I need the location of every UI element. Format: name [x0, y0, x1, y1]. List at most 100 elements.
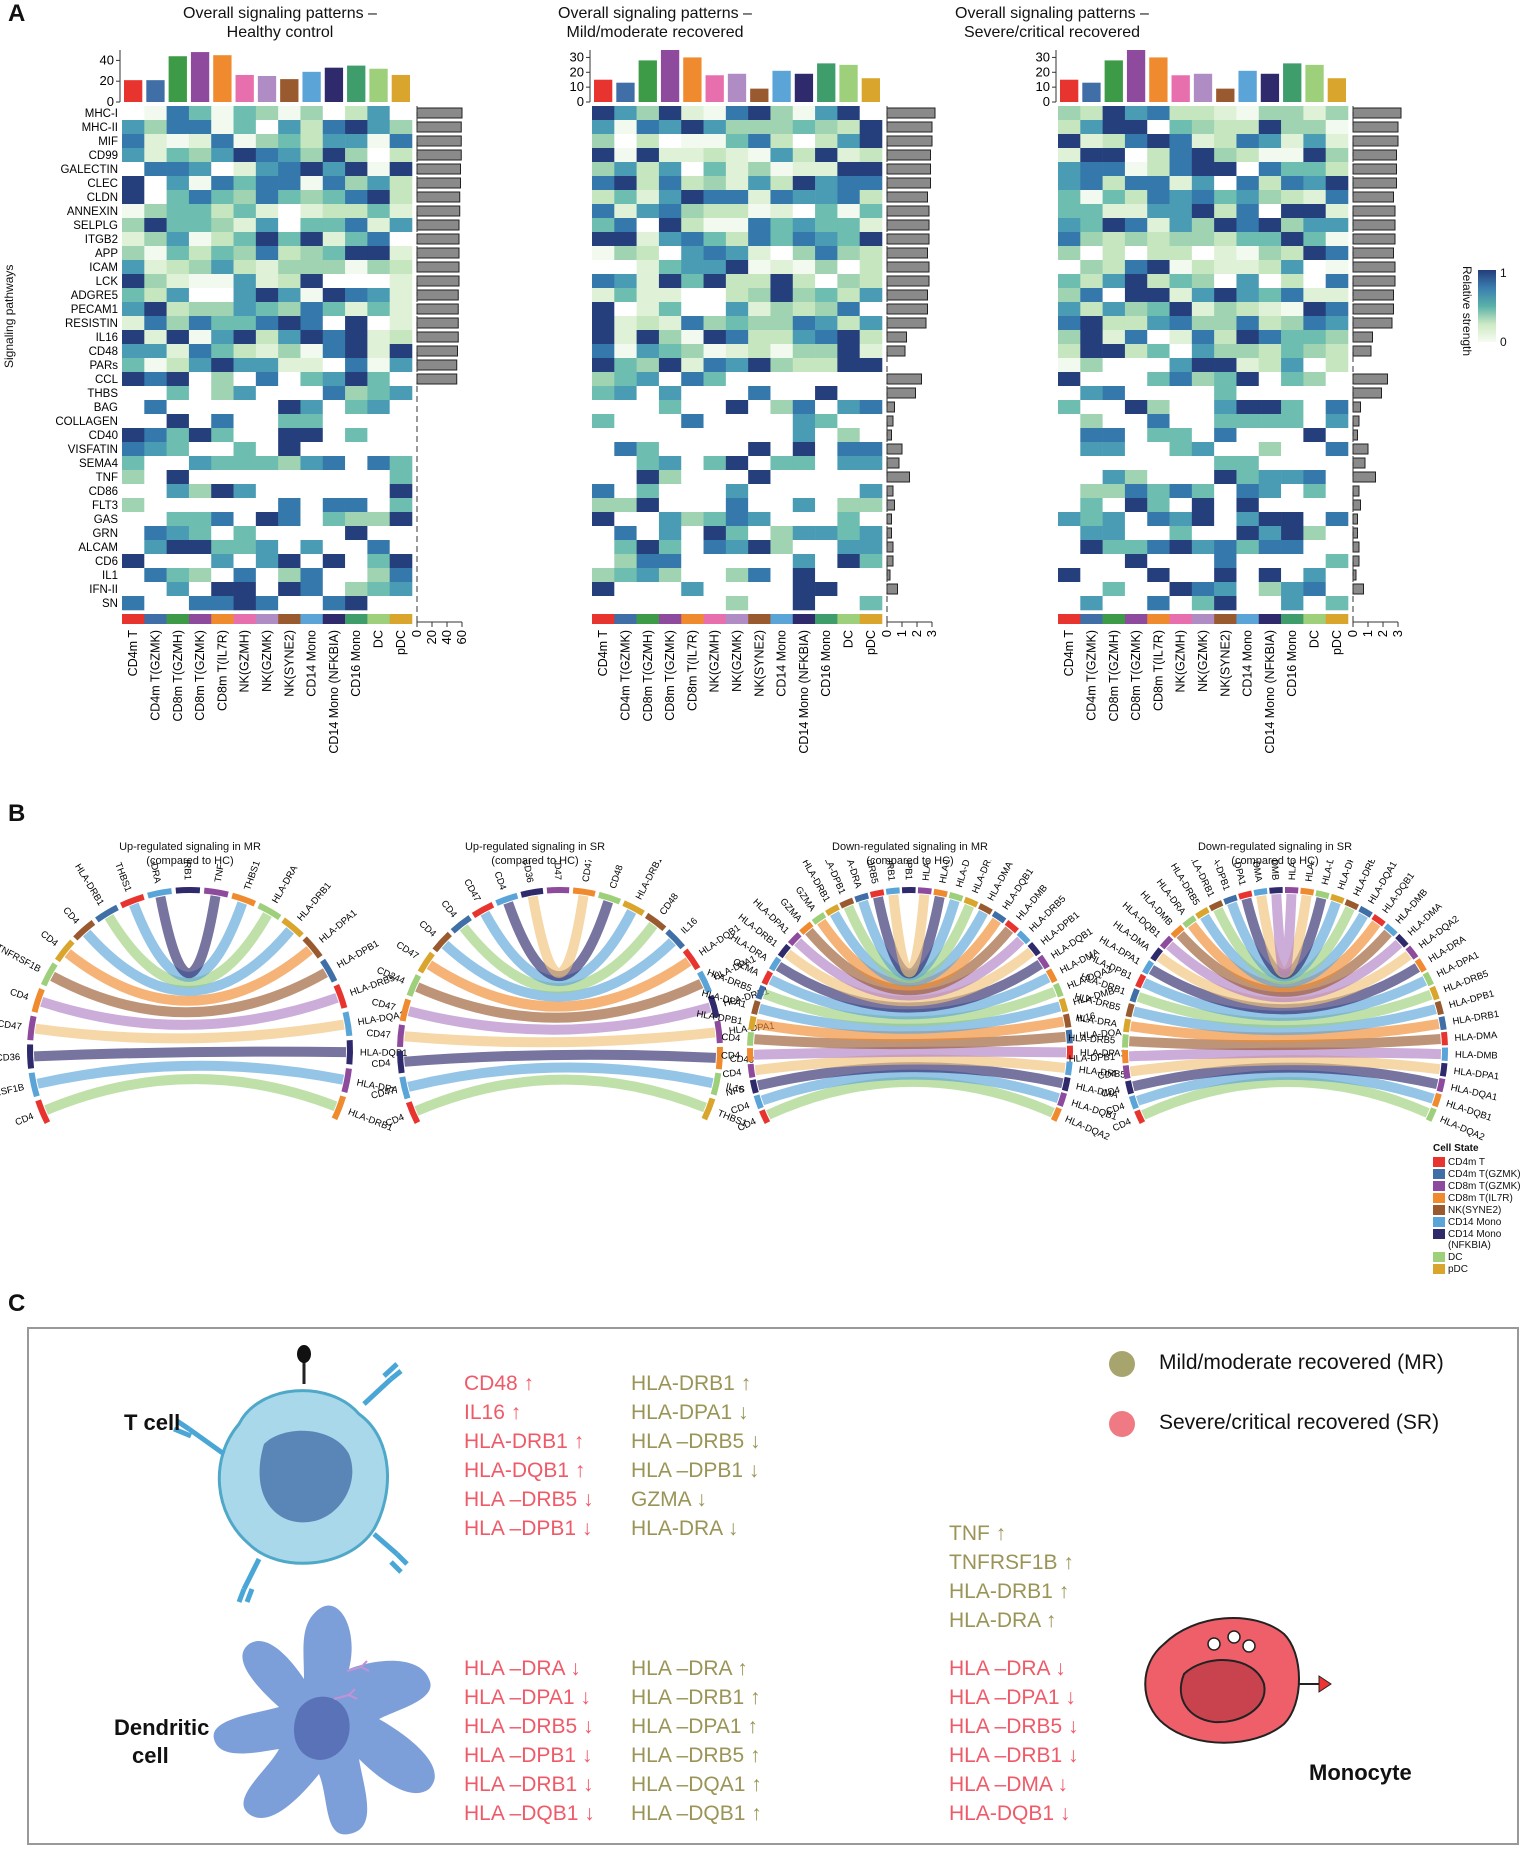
heat-cell [166, 484, 190, 499]
heat-cell [1147, 232, 1170, 247]
heat-cell [1325, 288, 1349, 303]
bar-tick-label: 60 [454, 630, 469, 644]
heat-cell [122, 428, 145, 443]
heat-cell [1124, 442, 1148, 457]
heat-cell [725, 344, 749, 359]
heat-cell [681, 162, 704, 177]
heat-cell [278, 176, 301, 191]
heat-cell [1303, 176, 1326, 191]
heat-cell [636, 470, 660, 485]
heat-cell [815, 120, 838, 135]
chord-ribbon [762, 987, 1057, 1027]
chord-segment [1330, 893, 1345, 904]
heat-cell [278, 386, 301, 401]
heat-cell [636, 316, 660, 331]
heat-cell [1325, 358, 1349, 373]
heat-cell [1303, 484, 1326, 499]
top-bar [750, 88, 769, 102]
gene-item: HLA –DRB5 ↓ [949, 1715, 1079, 1738]
heat-cell [636, 162, 660, 177]
pathway-total-bar [1352, 177, 1397, 189]
heat-cell [1281, 134, 1304, 149]
heat-cell [1236, 302, 1260, 317]
heat-cell [144, 596, 167, 611]
heat-cell [1214, 162, 1237, 177]
panel-a-letter: A [8, 0, 26, 27]
heat-cell [345, 540, 368, 555]
gene-item: CD48 ↑ [464, 1372, 535, 1395]
heat-cell [1191, 512, 1215, 527]
heat-cell [1325, 526, 1349, 541]
pathway-label: ALCAM [78, 542, 118, 554]
legend-swatch [1433, 1252, 1445, 1262]
heat-cell [1191, 540, 1215, 555]
heat-cell [1303, 372, 1326, 387]
heat-cell [658, 218, 682, 233]
heat-cell [614, 246, 637, 261]
gene-item: HLA –DPB1 ↓ [464, 1517, 593, 1540]
heat-cell [681, 302, 704, 317]
top-tick-label: 0 [1043, 94, 1050, 109]
heat-cell [1258, 330, 1282, 345]
heat-cell [837, 260, 860, 275]
chord-label: CD36 [0, 1052, 20, 1064]
heat-cell [166, 414, 190, 429]
heat-cell [1169, 372, 1193, 387]
heat-cell [278, 484, 301, 499]
heat-cell [122, 120, 145, 135]
heat-cell [233, 582, 257, 597]
heat-cell [1214, 316, 1237, 331]
heat-cell [278, 596, 301, 611]
heat-cell [703, 554, 727, 569]
heat-cell [837, 246, 860, 261]
heat-cell [1214, 484, 1237, 499]
chord-label: HLA-DMB [1455, 1049, 1498, 1061]
heat-cell [792, 596, 816, 611]
heat-cell [681, 274, 704, 289]
heat-cell [859, 260, 883, 275]
heat-cell [1303, 526, 1326, 541]
legend-swatch [1433, 1217, 1445, 1227]
heat-cell [1236, 400, 1260, 415]
heat-cell [658, 498, 682, 513]
heat-cell [322, 372, 346, 387]
heat-cell [345, 204, 368, 219]
heat-cell [1281, 330, 1304, 345]
t-cell-illustration [173, 1345, 409, 1603]
heat-cell [636, 358, 660, 373]
heat-cell [1147, 470, 1170, 485]
heat-cell [1169, 554, 1193, 569]
pathway-label: IL1 [102, 570, 118, 582]
heat-cell [1214, 554, 1237, 569]
heat-cell [770, 344, 794, 359]
heat-cell [1236, 148, 1260, 163]
heat-cell [1058, 400, 1081, 415]
heat-cell [1080, 260, 1103, 275]
mr-legend-label: Mild/moderate recovered (MR) [1159, 1351, 1444, 1374]
heat-cell [322, 288, 346, 303]
heat-cell [122, 176, 145, 191]
heat-cell [1325, 414, 1349, 429]
pathway-total-bar [1352, 583, 1364, 595]
title-line1: Down-regulated signaling in SR [1197, 841, 1353, 853]
pathway-total-bar [886, 135, 933, 147]
heat-cell [859, 568, 883, 583]
heat-cell [703, 470, 727, 485]
heat-cell [1214, 498, 1237, 513]
pathway-label: CD40 [89, 430, 118, 442]
heat-cell [815, 162, 838, 177]
heat-cell [166, 302, 190, 317]
bar-tick-label: 0 [1345, 630, 1360, 637]
heat-cell [389, 372, 413, 387]
heat-cell [322, 428, 346, 443]
heat-cell [1214, 330, 1237, 345]
heat-cell [300, 176, 324, 191]
heat-cell [1124, 596, 1148, 611]
heat-cell [144, 176, 167, 191]
chord-label: HLA-DPB1 [902, 860, 913, 880]
pathway-total-bar [416, 135, 462, 147]
chord-ribbon [1166, 939, 1403, 1003]
top-tick-label: 0 [577, 94, 584, 109]
pathway-label: CD48 [89, 346, 118, 358]
heat-cell [122, 232, 145, 247]
